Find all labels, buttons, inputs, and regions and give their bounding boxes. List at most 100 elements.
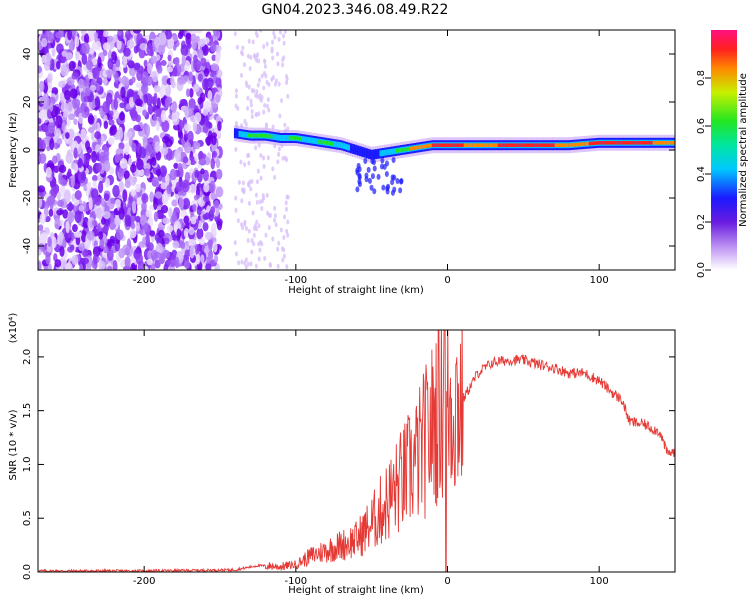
noise-speck	[38, 153, 47, 164]
noise-speck	[240, 222, 244, 228]
noise-speck	[182, 198, 191, 210]
noise-speck	[271, 55, 275, 61]
ridge-core	[306, 138, 310, 142]
noise-speck	[235, 44, 239, 50]
ridge-core	[670, 141, 674, 145]
noise-speck	[271, 75, 275, 81]
noise-speck	[165, 138, 173, 148]
noise-speck	[274, 222, 278, 228]
noise-speck	[38, 117, 42, 125]
noise-speck	[130, 222, 136, 230]
noise-speck	[156, 97, 161, 110]
noise-speck	[146, 42, 153, 56]
noise-speck	[65, 52, 73, 61]
noise-speck	[285, 228, 289, 234]
noise-speck	[102, 42, 111, 51]
noise-speck	[164, 30, 173, 40]
noise-speck	[65, 220, 70, 234]
noise-speck	[244, 264, 248, 270]
ridge-core	[274, 135, 278, 140]
noise-speck	[53, 128, 62, 138]
noise-speck	[89, 84, 97, 92]
ridge-core	[657, 141, 660, 145]
ridge-core	[361, 150, 364, 154]
ridge-tail-speck	[380, 157, 385, 164]
noise-speck	[252, 53, 256, 59]
noise-speck	[107, 137, 115, 145]
noise-speck	[74, 210, 82, 224]
noise-speck	[99, 151, 107, 164]
noise-speck	[217, 69, 223, 78]
noise-speck	[189, 183, 197, 194]
noise-speck	[97, 56, 102, 68]
noise-speck	[72, 198, 80, 206]
noise-speck	[135, 253, 144, 265]
noise-speck	[67, 168, 72, 179]
top-x-ticks: -200 -100 0 100	[133, 30, 609, 286]
noise-speck	[286, 219, 290, 225]
noise-speck	[158, 32, 167, 46]
noise-speck	[183, 142, 192, 154]
bottom-y-tick-label: 1.5	[22, 403, 33, 419]
bottom-y-ticks: 0.0 0.5 1.0 1.5 2.0	[22, 349, 675, 580]
noise-speck	[136, 196, 143, 206]
ridge-core	[340, 143, 344, 148]
bottom-x-axis-label: Height of straight line (km)	[288, 585, 424, 596]
noise-speck	[43, 124, 49, 133]
ridge-core	[349, 146, 353, 151]
colorbar-tick-label: 0.6	[696, 118, 707, 134]
noise-speck	[179, 98, 188, 106]
noise-speck	[114, 72, 119, 84]
ridge-core	[238, 132, 242, 136]
noise-speck	[118, 180, 124, 193]
noise-speck	[151, 180, 160, 187]
noise-speck	[244, 226, 248, 232]
noise-speck	[143, 93, 148, 104]
noise-speck	[247, 160, 251, 166]
noise-speck	[69, 88, 78, 99]
ridge-core	[509, 143, 512, 147]
noise-speck	[115, 229, 124, 241]
ridge-core	[654, 141, 658, 145]
noise-speck	[188, 107, 193, 116]
noise-speck	[190, 216, 197, 225]
noise-speck	[126, 39, 135, 49]
ridge-core	[258, 133, 262, 138]
noise-speck	[147, 63, 153, 75]
noise-speck	[260, 206, 264, 212]
ridge-core	[632, 141, 635, 145]
noise-speck	[98, 181, 104, 194]
noise-speck	[73, 118, 78, 125]
noise-speck	[277, 240, 281, 246]
noise-speck	[192, 121, 198, 133]
ridge-core	[563, 143, 567, 147]
noise-speck	[150, 55, 158, 65]
noise-speck	[208, 250, 214, 261]
noise-speck	[213, 200, 220, 209]
noise-speck	[276, 51, 280, 57]
ridge-core	[459, 143, 462, 147]
top-x-tick-label: 100	[590, 275, 609, 286]
noise-speck	[234, 103, 238, 109]
noise-speck	[281, 257, 285, 263]
top-y-tick-label: 40	[22, 48, 33, 61]
ridge-core	[395, 149, 399, 153]
noise-speck	[106, 35, 114, 42]
noise-speck	[254, 263, 258, 269]
noise-speck	[183, 259, 190, 269]
noise-speck	[67, 30, 73, 41]
noise-speck	[273, 213, 277, 219]
noise-speck	[70, 174, 75, 188]
ridge-core	[468, 143, 471, 147]
ridge-core	[354, 147, 358, 152]
ridge-core	[552, 143, 556, 147]
noise-speck	[201, 44, 209, 56]
ridge-tail-speck	[398, 187, 403, 194]
noise-speck	[183, 75, 189, 83]
ridge-core	[379, 151, 383, 156]
noise-speck	[234, 195, 238, 201]
ridge-core	[513, 143, 517, 147]
ridge-core	[486, 143, 490, 147]
noise-speck	[216, 220, 223, 231]
noise-speck	[198, 153, 207, 160]
